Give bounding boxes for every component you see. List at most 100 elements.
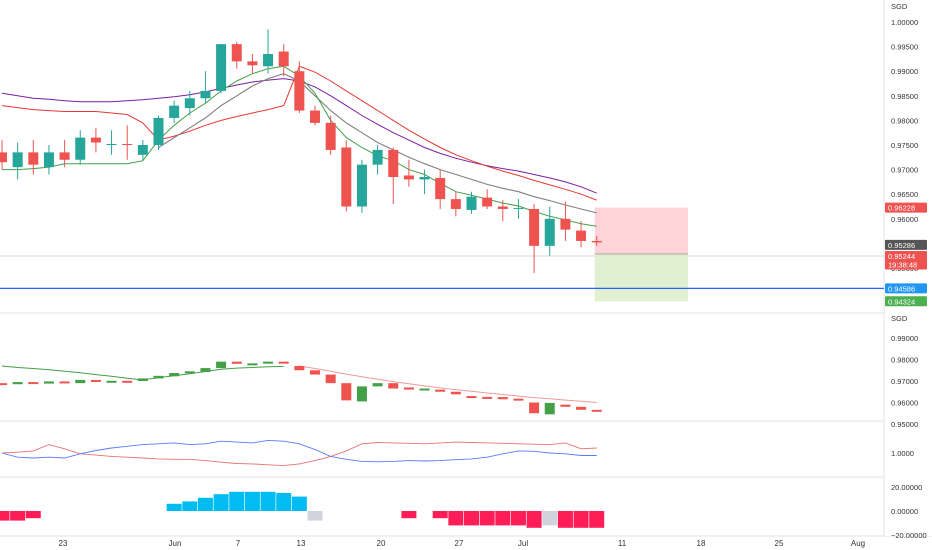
date-tick-label: 7 [236,539,241,548]
price-tick-label: 0.98000 [891,116,918,125]
candle-body [466,196,477,210]
histogram-bar [526,511,542,528]
price-tick-label: 0.96500 [891,190,918,199]
sub-candle-body [356,386,367,402]
sub-ma-green-line [1,365,284,381]
histogram-bar [10,511,26,521]
sub-candle-body [388,383,399,389]
price-tag-label: 0.94324 [888,297,915,306]
sub-candle-body [12,382,23,385]
candle-body [153,117,164,145]
date-tick-label: 23 [59,539,68,548]
histogram-bar [213,494,229,511]
sub-candle-body [231,361,242,364]
candle-body [482,197,493,207]
sub-currency-label: SGD [891,314,908,323]
histogram-bar [448,511,464,526]
osc-tick-label: 1.0000 [891,449,914,458]
candle-body [75,137,86,160]
sub-price-tick-label: 0.95000 [891,420,918,429]
oscillator-red-line [1,441,597,467]
candle-body [137,145,148,155]
histogram-bar [166,503,182,511]
stop-loss-zone [594,207,688,254]
candle-body [591,240,602,243]
histogram-bar [573,511,589,528]
sub-candle-body [435,389,446,392]
candle-body [325,122,336,150]
candle-body [247,61,258,66]
candle-body [341,147,352,207]
candle-body [544,218,555,246]
date-tick-label: Aug [851,539,865,548]
histogram-bar [0,511,10,521]
candle-body [310,110,320,123]
sub-candle-body [576,406,587,410]
sub-price-tick-label: 0.99000 [891,334,918,343]
candle-body [0,152,7,163]
histogram-bar [260,491,276,511]
price-tick-label: 0.97500 [891,141,918,150]
sub-candle-body [466,396,477,399]
candle-body [278,51,289,67]
sub-candle-body [216,361,227,369]
sub-price-tick-label: 0.97000 [891,377,918,386]
histogram-bar [244,491,260,511]
candle-body [356,164,367,207]
date-tick-label: Jul [518,539,528,548]
sub-candle-body [310,370,320,375]
candle-body [12,152,23,168]
price-tick-label: 1.00000 [891,18,918,27]
candle-body [263,53,274,67]
candle-body [184,98,195,109]
histogram-bar [307,511,323,521]
oscillator-blue-line [1,439,597,463]
sub-candle-body [90,379,101,382]
sub-candle-body [169,373,180,377]
date-tick-label: 25 [775,539,784,548]
histogram-bar [557,511,573,528]
take-profit-zone [594,253,688,302]
histogram-bar [276,493,292,511]
candles [0,29,602,273]
histogram-bar [401,511,417,519]
sub-candle-body [482,396,493,399]
sub-candle-body [184,371,195,374]
date-tick-label: 27 [455,539,464,548]
date-tick-label: 11 [618,539,627,548]
candle-body [403,175,414,180]
candle-body [419,176,430,180]
sub-candle-body [59,381,70,384]
date-axis[interactable]: 23 Jun 7 13 20 27 Jul 11 18 25 Aug [59,539,866,548]
sub-candle-body [153,375,164,379]
sub-candle-body [450,391,461,395]
price-tag-label: 0.96228 [888,204,915,213]
sub-candle-body [263,361,274,364]
histogram-bar [432,511,448,519]
date-tick-label: 20 [377,539,386,548]
price-tag-label: 0.94586 [888,284,915,293]
sub-ma-red-line [299,365,597,403]
candle-body [200,90,211,99]
histogram-bar [197,497,213,511]
histogram-bar [542,511,558,526]
position-zones[interactable] [0,207,884,302]
candle-body [529,208,540,246]
price-subpanel [0,361,602,415]
candle-body [169,105,180,118]
sub-candle-body [529,402,540,414]
candle-body [435,177,446,200]
histogram-panel [0,491,605,528]
sub-candle-body [278,361,289,364]
sub-candle-body [122,380,133,383]
price-axis[interactable]: SGD 1.00000 0.99500 0.99000 0.98500 0.98000 0.… [885,0,932,540]
histogram-bar [25,511,41,519]
price-tag-label: 0.95286 [888,241,915,250]
candle-body [372,149,383,165]
sub-candle-body [75,379,86,384]
date-tick-label: 13 [297,539,306,548]
hist-tick-label: −20.00000 [891,531,927,540]
sub-price-tick-label: 0.96000 [891,399,918,408]
hist-tick-label: 20.00000 [891,483,922,492]
